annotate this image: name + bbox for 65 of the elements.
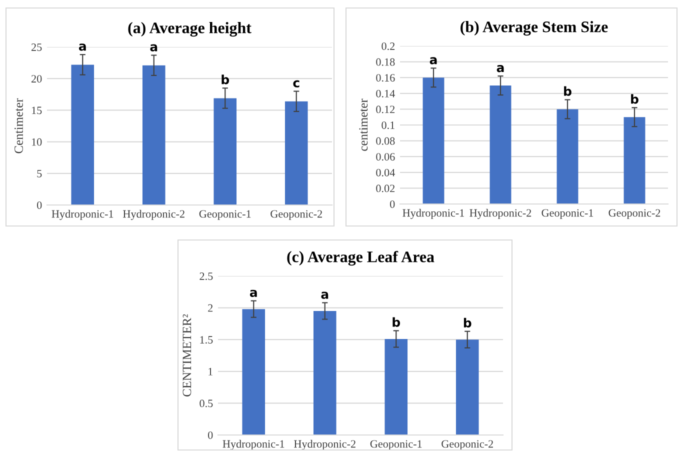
y-tick-label: 0.12	[376, 106, 395, 114]
y-tick-label: 25	[32, 43, 42, 51]
y-tick-label: 0.02	[376, 184, 395, 192]
y-tick-label: 0.18	[376, 58, 395, 66]
y-tick-label: 10	[32, 138, 42, 146]
x-tick-label: Hydroponic-2	[470, 208, 532, 219]
y-tick-label: 0.14	[376, 90, 395, 98]
bar	[284, 101, 308, 205]
x-tick-label: Geoponic-2	[608, 209, 660, 219]
y-axis-title: CENTIMETER²	[182, 314, 192, 396]
y-tick-label: 2	[208, 304, 213, 312]
y-tick-label: 1.5	[200, 336, 213, 344]
annotation: b	[464, 318, 472, 328]
bar	[214, 98, 237, 205]
y-tick-label: 0	[390, 200, 395, 208]
y-tick-label: 0.04	[376, 168, 395, 176]
chart-title: (c) Average Leaf Area	[287, 250, 434, 266]
annotation: c	[293, 80, 300, 88]
y-tick-label: 2.5	[200, 272, 213, 280]
bar	[556, 109, 578, 204]
x-tick-label: Geoponic-2	[442, 440, 493, 450]
y-tick-label: 0.08	[376, 137, 395, 145]
x-tick-label: Hydroponic-2	[294, 440, 356, 450]
x-tick-label: Hydroponic-2	[123, 210, 184, 220]
y-axis-title: centimeter	[359, 98, 368, 151]
y-axis-title: Centimeter	[14, 98, 23, 154]
x-tick-label: Hydroponic-1	[52, 210, 114, 220]
annotation: a	[78, 44, 86, 51]
y-tick-label: 0.5	[200, 400, 213, 408]
bar	[624, 117, 646, 204]
y-tick-label: 0	[208, 431, 213, 439]
y-tick-label: 5	[37, 170, 42, 178]
y-tick-label: 0.06	[376, 153, 395, 161]
y-tick-label: 1	[208, 368, 212, 376]
bar	[456, 340, 479, 435]
bar	[490, 86, 512, 204]
annotation: b	[222, 74, 230, 84]
x-tick-label: Geoponic-1	[199, 210, 251, 220]
annotation: b	[631, 94, 638, 104]
y-tick-label: 0.1	[382, 121, 394, 130]
x-tick-label: Geoponic-1	[370, 440, 422, 450]
bar	[422, 78, 444, 204]
y-tick-label: 20	[32, 75, 42, 83]
y-tick-label: 15	[32, 106, 42, 114]
annotation: a	[150, 44, 158, 52]
y-tick-label: 0	[37, 201, 42, 209]
x-tick-label: Geoponic-1	[542, 209, 594, 219]
bar	[142, 65, 166, 205]
bar	[384, 338, 408, 435]
x-tick-label: Geoponic-2	[270, 210, 322, 220]
bar	[313, 310, 336, 435]
bar	[71, 64, 94, 205]
annotation: a	[496, 65, 504, 72]
x-tick-label: Hydroponic-1	[402, 208, 464, 219]
annotation: a	[250, 290, 257, 297]
annotation: b	[564, 86, 572, 96]
annotation: b	[392, 317, 400, 327]
annotation: a	[321, 292, 328, 299]
x-tick-label: Hydroponic-1	[222, 440, 284, 450]
chart-title: (b) Average Stem Size	[460, 21, 608, 36]
y-tick-label: 0.2	[382, 42, 395, 50]
bar	[242, 309, 266, 435]
y-tick-label: 0.16	[376, 74, 395, 82]
annotation: a	[430, 57, 437, 64]
chart-title: (a) Average height	[128, 22, 252, 37]
